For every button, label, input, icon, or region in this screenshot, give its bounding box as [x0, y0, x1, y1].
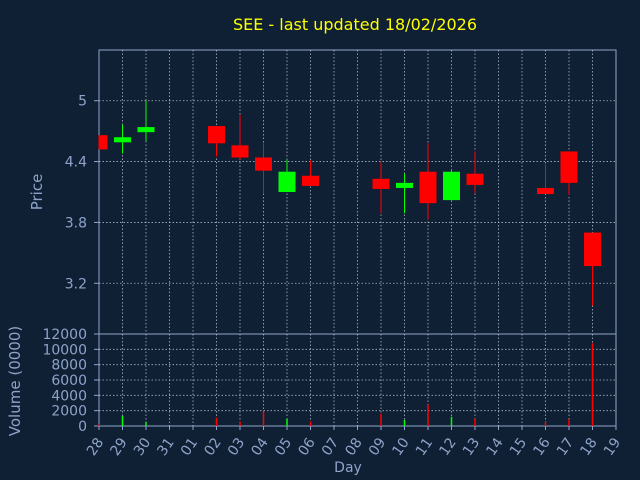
volume-bar [427, 404, 429, 426]
volume-y-tick-label: 4000 [51, 388, 87, 404]
volume-bar [98, 424, 100, 426]
volume-bar [591, 343, 594, 426]
volume-bar [262, 411, 265, 426]
candle-body [560, 151, 578, 183]
volume-bar [239, 421, 241, 426]
volume-y-tick-label: 10000 [42, 342, 87, 358]
volume-bar [380, 413, 382, 426]
volume-bar [145, 422, 147, 426]
candle-body [99, 135, 108, 150]
volume-bar [474, 418, 476, 426]
price-y-tick-label: 4.4 [65, 155, 87, 171]
volume-bar [121, 416, 124, 426]
candle-body [208, 126, 225, 144]
candle-body [278, 171, 296, 192]
chart-title: SEE - last updated 18/02/2026 [233, 15, 477, 34]
volume-bar [544, 422, 547, 426]
candle-body [231, 145, 249, 158]
price-y-tick-label: 3.8 [65, 215, 87, 231]
candle-body [114, 137, 131, 143]
volume-bar [403, 419, 406, 426]
volume-bar [568, 419, 570, 426]
volume-bar [215, 417, 218, 426]
candle-body [255, 157, 272, 171]
volume-y-tick-label: 6000 [51, 373, 87, 389]
candle-body [537, 187, 554, 195]
candle-body [419, 171, 437, 204]
volume-y-tick-label: 8000 [51, 358, 87, 374]
volume-bars [98, 343, 594, 426]
candle-body [396, 182, 413, 188]
candle-body [137, 127, 155, 133]
volume-bar [309, 421, 312, 426]
candle-body [302, 175, 319, 186]
candle-body [443, 171, 460, 201]
volume-bar [450, 416, 453, 426]
candles [98, 100, 601, 306]
price-y-axis-label: Price [28, 174, 46, 211]
volume-y-tick-label: 12000 [42, 327, 87, 343]
candle-body [372, 178, 390, 189]
price-grid [99, 50, 616, 334]
volume-y-tick-label: 2000 [51, 404, 87, 420]
price-panel: 3.2 3.8 4.4 5 Price [28, 49, 617, 335]
volume-y-axis-label: Volume (0000) [6, 326, 24, 436]
price-y-tick-label: 5 [78, 94, 87, 110]
candle-body [584, 232, 601, 267]
price-y-ticks: 3.2 3.8 4.4 5 [65, 94, 99, 292]
volume-y-tick-label: 0 [78, 419, 87, 435]
price-y-tick-label: 3.2 [65, 276, 87, 292]
volume-bar [286, 419, 288, 426]
x-axis-label: Day [334, 460, 362, 476]
candle-body [466, 173, 484, 185]
